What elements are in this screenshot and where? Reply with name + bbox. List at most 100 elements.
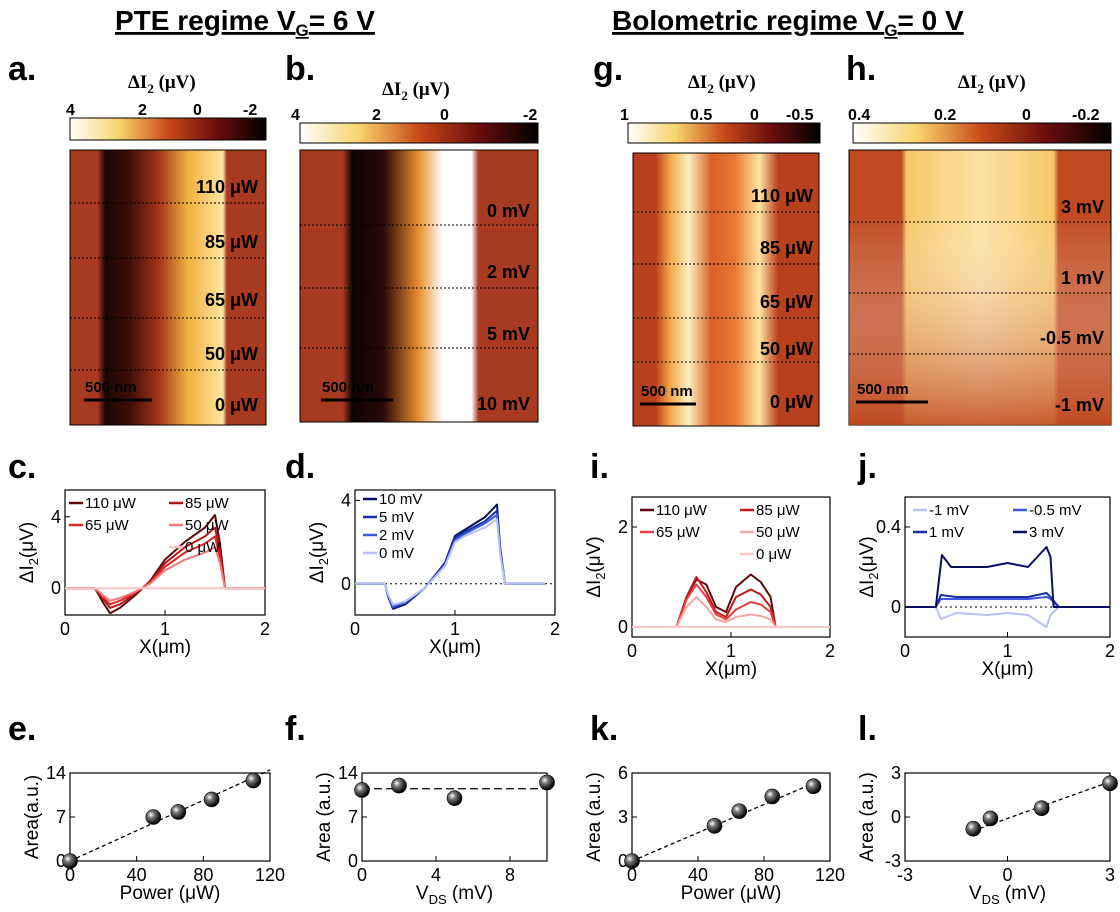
legend-label-i-2: 65 μW <box>656 524 700 541</box>
map-panel-b: b. ΔI2 (μV) 4 2 0 -2 0 mV 2 mV 5 mV 10 m… <box>285 50 539 423</box>
colorbar-tick-a-1: 2 <box>138 102 147 119</box>
plot-frame-l <box>904 772 1111 862</box>
map-label-b-3: 10 mV <box>477 394 530 414</box>
data-point-e-3 <box>203 791 220 808</box>
xlabel-c: X(μm) <box>139 637 191 658</box>
colorbar-h <box>852 122 1112 144</box>
data-point-k-1 <box>706 817 723 834</box>
colorbar-tick-b-2: 0 <box>440 107 449 124</box>
colorbar-tick-b-1: 2 <box>372 107 381 124</box>
xtick-label-d-1: 1 <box>450 619 460 639</box>
panel-letter-l: l. <box>858 710 877 748</box>
colorbar-tick-g-1: 0.5 <box>690 107 712 124</box>
colorbar-g <box>627 122 821 144</box>
xtick-label-d-2: 2 <box>550 619 560 639</box>
map-label-a-0: 110 μW <box>196 177 258 197</box>
xtick-label-f-0: 0 <box>357 865 367 885</box>
xtick-label-j-2: 2 <box>1105 641 1115 661</box>
map-panel-h: h. ΔI2 (μV) 0.4 0.2 0 -0.2 3 mV 1 mV -0.… <box>846 50 1112 426</box>
heading-bolometric: Bolometric regime VG= 0 V <box>612 5 964 40</box>
data-point-k-0 <box>624 853 640 869</box>
chart-c: c. 0 1 2 0 4 X(μm) ΔI2(μV) 110 μW 85 μW 65 μW 50 μW… <box>8 448 270 658</box>
xlabel-d: X(μm) <box>429 637 481 658</box>
ylabel-f: Area (a.u.) <box>314 772 335 862</box>
colorbar-title-b: ΔI2 (μV) <box>382 79 450 103</box>
legend-label-d-3: 0 mV <box>379 545 414 562</box>
colorbar-tick-a-3: -2 <box>243 102 257 119</box>
legend-label-c-4: 0 μW <box>185 539 221 556</box>
colorbar-tick-g-2: 0 <box>750 107 759 124</box>
ytick-label-l-1: 0 <box>891 807 901 827</box>
map-label-h-3: -1 mV <box>1055 395 1104 415</box>
chart-f: f. 0 4 8 0 7 14 VDS (mV) Area (a.u.) <box>285 710 555 907</box>
xtick-label-l-1: 0 <box>1002 865 1012 885</box>
plot-frame-e <box>69 772 271 862</box>
xlabel-e: Power (μW) <box>120 883 221 904</box>
xtick-label-i-0: 0 <box>627 641 637 661</box>
legend-label-d-1: 5 mV <box>379 509 414 526</box>
colorbar-tick-b-3: -2 <box>523 107 537 124</box>
data-point-l-1 <box>982 810 999 827</box>
map-label-b-0: 0 mV <box>487 201 530 221</box>
panel-letter-g: g. <box>593 50 623 88</box>
series-line-i-1 <box>632 576 830 628</box>
series-line-c-2 <box>65 535 265 606</box>
xtick-label-j-1: 1 <box>1002 641 1012 661</box>
xtick-label-e-3: 120 <box>255 865 285 885</box>
xtick-label-k-0: 0 <box>627 865 637 885</box>
legend-label-i-1: 85 μW <box>756 502 800 519</box>
xtick-label-l-2: 3 <box>1105 865 1115 885</box>
map-panel-a: a. ΔI2 (μV) 4 2 0 -2 110 μW 85 μW 65 μW … <box>8 50 267 426</box>
map-label-g-3: 50 μW <box>760 339 813 359</box>
ytick-label-k-0: 0 <box>618 851 628 871</box>
xtick-label-c-2: 2 <box>260 619 270 639</box>
xtick-label-k-2: 80 <box>754 865 774 885</box>
map-label-h-2: -0.5 mV <box>1040 328 1104 348</box>
series-line-j-3 <box>905 546 1110 608</box>
panel-letter-d: d. <box>285 448 315 486</box>
ytick-label-j-1: 0.4 <box>876 517 901 537</box>
data-point-f-0 <box>354 782 370 798</box>
panel-letter-h: h. <box>846 50 876 88</box>
heatmap-b <box>299 149 539 423</box>
xtick-label-i-1: 1 <box>726 641 736 661</box>
series-line-j-0 <box>905 606 1110 628</box>
colorbar-title-g: ΔI2 (μV) <box>688 72 756 96</box>
map-label-a-2: 65 μW <box>205 290 258 310</box>
chart-e: e. 0 40 80 120 0 7 14 Power (μW) Area(a.u.) <box>8 710 285 904</box>
colorbar-tick-h-2: 0 <box>1022 107 1031 124</box>
fit-line-l <box>966 781 1111 834</box>
series-line-i-2 <box>632 583 830 628</box>
plot-frame-k <box>631 772 831 862</box>
xlabel-j: X(μm) <box>981 659 1033 680</box>
map-label-g-4: 0 μW <box>770 392 813 412</box>
legend-label-j-0: -1 mV <box>929 502 969 519</box>
legend-label-c-3: 50 μW <box>185 517 229 534</box>
ytick-label-e-0: 0 <box>56 851 66 871</box>
map-label-b-2: 5 mV <box>487 324 530 344</box>
map-label-a-3: 50 μW <box>205 344 258 364</box>
legend-label-j-3: 3 mV <box>1029 524 1064 541</box>
legend-label-d-0: 10 mV <box>379 491 422 508</box>
plot-frame-f <box>361 772 548 862</box>
fit-line-e <box>69 769 271 862</box>
map-label-h-1: 1 mV <box>1061 268 1104 288</box>
legend-label-c-0: 110 μW <box>85 495 137 512</box>
xtick-label-e-0: 0 <box>65 865 75 885</box>
map-panel-g: g. ΔI2 (μV) 1 0.5 0 -0.5 110 μW 85 μW 65… <box>593 50 821 427</box>
colorbar-tick-a-2: 0 <box>193 102 202 119</box>
colorbar-tick-h-0: 0.4 <box>848 107 870 124</box>
panel-letter-c: c. <box>8 448 36 486</box>
ylabel-d: ΔI2(μV) <box>307 522 331 584</box>
series-line-c-0 <box>65 514 265 615</box>
xtick-label-c-0: 0 <box>60 619 70 639</box>
ylabel-i: ΔI2(μV) <box>584 536 608 598</box>
legend-label-c-2: 65 μW <box>85 517 129 534</box>
legend-label-j-2: 1 mV <box>929 524 964 541</box>
ylabel-l: Area (a.u.) <box>857 772 878 862</box>
ytick-label-l-0: -3 <box>885 851 901 871</box>
panel-letter-f: f. <box>285 710 306 748</box>
xtick-label-k-1: 40 <box>688 865 708 885</box>
ylabel-e: Area(a.u.) <box>22 775 43 859</box>
data-point-k-2 <box>731 803 748 819</box>
